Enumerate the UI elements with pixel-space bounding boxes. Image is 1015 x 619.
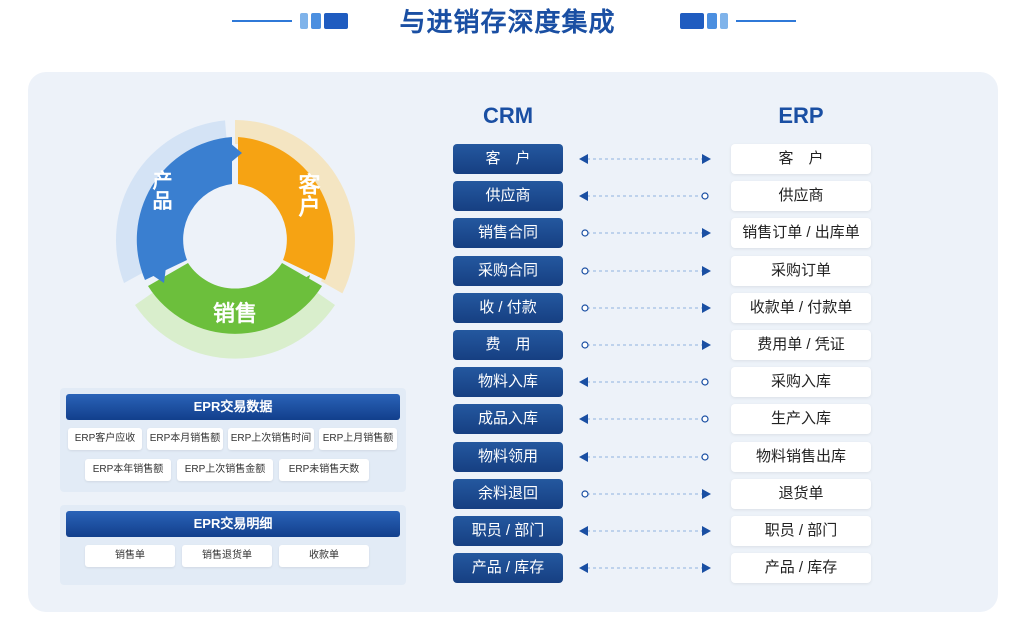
- arrow-right-icon: [702, 303, 711, 313]
- trade-data-panel: EPR交易数据 ERP客户应收 ERP本月销售额 ERP上次销售时间 ERP上月…: [60, 388, 406, 492]
- title-deco-block-right: [680, 13, 728, 29]
- sync-link: [579, 563, 711, 573]
- crm-item: 物料领用: [453, 442, 563, 472]
- donut-arrow-right: [296, 275, 310, 291]
- endpoint-dot-icon: [701, 453, 709, 461]
- sync-link: [579, 154, 711, 164]
- title-deco-line-right: [736, 20, 796, 22]
- cycle-donut: 客户 销售 产品: [115, 120, 355, 359]
- sync-link: [581, 489, 711, 499]
- endpoint-dot-icon: [581, 341, 589, 349]
- trade-data-tag: ERP上次销售时间: [228, 428, 314, 450]
- crm-item: 职员 / 部门: [453, 516, 563, 546]
- arrow-left-icon: [579, 452, 588, 462]
- crm-item: 成品入库: [453, 404, 563, 434]
- arrow-left-icon: [579, 191, 588, 201]
- erp-item: 生产入库: [731, 404, 871, 434]
- arrow-left-icon: [579, 563, 588, 573]
- trade-data-tag: ERP客户应收: [68, 428, 142, 450]
- erp-item: 费用单 / 凭证: [731, 330, 871, 360]
- trade-detail-tag: 销售单: [85, 545, 175, 567]
- donut-outer-orange: [235, 120, 355, 294]
- arrow-right-icon: [702, 340, 711, 350]
- arrow-right-icon: [702, 154, 711, 164]
- crm-item: 物料入库: [453, 367, 563, 397]
- erp-item: 采购入库: [731, 367, 871, 397]
- arrow-left-icon: [579, 377, 588, 387]
- crm-item: 采购合同: [453, 256, 563, 286]
- endpoint-dot-icon: [701, 415, 709, 423]
- crm-item: 余料退回: [453, 479, 563, 509]
- arrow-right-icon: [702, 526, 711, 536]
- trade-detail-tag: 收款单: [279, 545, 369, 567]
- erp-item: 销售订单 / 出库单: [731, 218, 871, 248]
- arrow-right-icon: [702, 489, 711, 499]
- trade-detail-tag: 销售退货单: [182, 545, 272, 567]
- sync-link: [579, 526, 711, 536]
- sync-link: [581, 228, 711, 238]
- donut-arrow-top: [230, 143, 242, 163]
- crm-item: 销售合同: [453, 218, 563, 248]
- endpoint-dot-icon: [581, 229, 589, 237]
- trade-data-tag: ERP上月销售额: [319, 428, 397, 450]
- endpoint-dot-icon: [701, 192, 709, 200]
- trade-detail-header: EPR交易明细: [66, 511, 400, 537]
- crm-item: 收 / 付款: [453, 293, 563, 323]
- trade-data-tag: ERP本年销售额: [85, 459, 171, 481]
- endpoint-dot-icon: [701, 378, 709, 386]
- sync-link: [581, 266, 711, 276]
- erp-item: 物料销售出库: [731, 442, 871, 472]
- trade-data-header: EPR交易数据: [66, 394, 400, 420]
- erp-item: 退货单: [731, 479, 871, 509]
- erp-item: 采购订单: [731, 256, 871, 286]
- trade-data-tag: ERP本月销售额: [147, 428, 223, 450]
- arrow-right-icon: [702, 563, 711, 573]
- erp-item: 供应商: [731, 181, 871, 211]
- crm-column-header: CRM: [482, 103, 534, 128]
- arrow-right-icon: [702, 266, 711, 276]
- page-title: 与进销存深度集成: [399, 7, 616, 37]
- trade-data-tag: ERP未销售天数: [279, 459, 369, 481]
- crm-item: 费 用: [453, 330, 563, 360]
- donut-outer-blue: [115, 120, 227, 284]
- sync-link: [581, 340, 711, 350]
- donut-label-customer: 客户: [296, 172, 321, 218]
- donut-segment-blue: [136, 137, 232, 280]
- donut-segment-green: [148, 263, 322, 334]
- arrow-left-icon: [579, 414, 588, 424]
- endpoint-dot-icon: [581, 490, 589, 498]
- donut-outer-green: [135, 289, 335, 359]
- endpoint-dot-icon: [581, 267, 589, 275]
- crm-item: 客 户: [453, 144, 563, 174]
- erp-item: 收款单 / 付款单: [731, 293, 871, 323]
- sync-link: [579, 191, 709, 201]
- title-banner: 与进销存深度集成: [0, 0, 1015, 50]
- donut-label-sales: 销售: [213, 301, 257, 326]
- arrow-left-icon: [579, 526, 588, 536]
- erp-item: 产品 / 库存: [731, 553, 871, 583]
- donut-label-product: 产品: [149, 169, 172, 211]
- title-deco-block-left: [300, 13, 348, 29]
- trade-detail-panel: EPR交易明细 销售单 销售退货单 收款单: [60, 505, 406, 585]
- arrow-left-icon: [579, 154, 588, 164]
- donut-arrow-left: [152, 267, 166, 283]
- sync-link: [579, 377, 709, 387]
- sync-link: [581, 303, 711, 313]
- erp-item: 职员 / 部门: [731, 516, 871, 546]
- erp-column-header: ERP: [778, 103, 824, 128]
- crm-item: 产品 / 库存: [453, 553, 563, 583]
- sync-links: [579, 154, 711, 573]
- donut-segment-orange: [238, 137, 334, 280]
- sync-link: [579, 452, 709, 462]
- erp-item: 客 户: [731, 144, 871, 174]
- title-deco-line-left: [232, 20, 292, 22]
- crm-item: 供应商: [453, 181, 563, 211]
- trade-data-tag: ERP上次销售金额: [177, 459, 273, 481]
- arrow-right-icon: [702, 228, 711, 238]
- sync-link: [579, 414, 709, 424]
- endpoint-dot-icon: [581, 304, 589, 312]
